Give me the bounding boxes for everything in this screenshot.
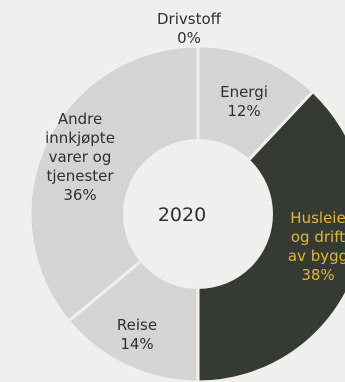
slice-value-label-3: 14% (120, 335, 153, 353)
slice-label-3-line-0: Reise (117, 316, 157, 334)
slice-4 (28, 44, 200, 324)
slice-label-2-line-2: av bygg (288, 247, 345, 265)
slice-label-2-line-0: Husleie (290, 209, 345, 227)
center-hole (123, 139, 273, 289)
slice-value-label-0: 0% (177, 29, 201, 47)
slice-value-label-4: 36% (63, 186, 96, 204)
slice-label-1-line-0: Energi (220, 83, 268, 101)
slice-value-label-2: 38% (301, 266, 334, 284)
slice-label-4-line-3: tjenester (46, 167, 114, 185)
slice-label-4-line-0: Andre (58, 110, 102, 128)
slice-label-4-line-2: varer og (49, 148, 112, 166)
slice-label-0-line-0: Drivstoff (157, 10, 222, 28)
slice-value-label-1: 12% (227, 102, 260, 120)
slice-2 (196, 89, 345, 382)
slice-label-2-line-1: og drift (291, 228, 345, 246)
center-label: 2020 (158, 204, 206, 226)
slice-label-4-line-1: innkjøpte (45, 129, 115, 147)
